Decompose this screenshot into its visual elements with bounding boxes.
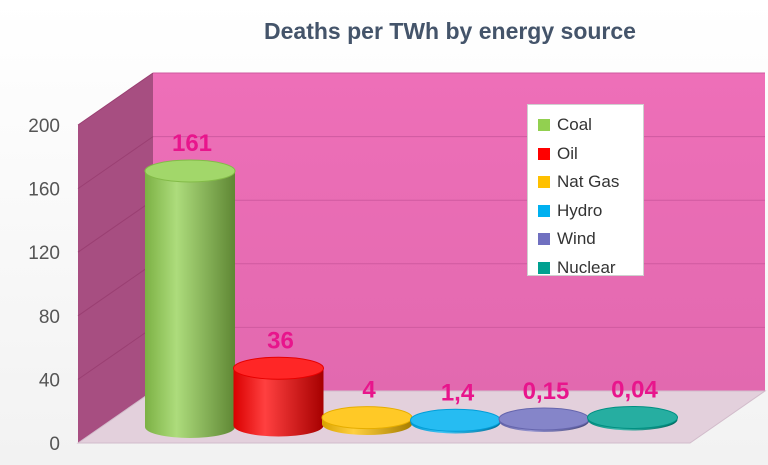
bar-top-wind: [498, 407, 590, 431]
legend-swatch: [538, 204, 550, 217]
y-tick-label: 120: [28, 243, 60, 264]
legend-item: Oil: [538, 140, 643, 169]
bar-oil: [233, 368, 324, 437]
legend-swatch: [538, 261, 550, 274]
gridline-side: [77, 199, 154, 253]
legend-swatch: [538, 233, 550, 246]
bar-top-oil: [233, 356, 324, 380]
y-tick-label: 40: [39, 370, 60, 391]
data-label: 1,4: [441, 379, 475, 406]
y-tick-label: 200: [28, 116, 60, 137]
legend-swatch: [538, 119, 550, 132]
gridline-side: [77, 72, 154, 126]
bar-coal: [145, 171, 235, 438]
data-label: 4: [362, 377, 376, 404]
y-tick-label: 0: [49, 434, 60, 455]
bar-nat-gas: [322, 417, 412, 435]
data-label: 36: [267, 327, 294, 354]
legend-label: Hydro: [557, 200, 603, 220]
gridline-side: [77, 136, 154, 190]
data-label: 0,04: [611, 377, 658, 404]
bar-top-nat-gas: [321, 406, 413, 430]
legend-item: Hydro: [538, 197, 643, 226]
legend-item: Coal: [538, 111, 643, 140]
chart-back-wall: [153, 73, 765, 391]
bar-top-hydro: [410, 408, 501, 432]
data-label: 161: [172, 130, 212, 157]
legend-label: Nuclear: [557, 257, 616, 277]
y-tick-label: 80: [39, 307, 60, 328]
legend-swatch: [538, 147, 550, 160]
chart-side-wall: [78, 73, 153, 443]
chart-legend: Coal Oil Nat Gas Hydro Wind Nuclear: [527, 104, 644, 277]
legend-label: Wind: [557, 229, 596, 249]
gridline-side: [77, 263, 154, 317]
bar-top-nuclear: [587, 406, 678, 429]
chart-title: Deaths per TWh by energy source: [264, 18, 636, 44]
legend-label: Coal: [557, 115, 592, 135]
legend-item: Wind: [538, 225, 643, 254]
y-tick-label: 160: [28, 180, 60, 201]
legend-label: Nat Gas: [557, 172, 620, 192]
legend-item: Nuclear: [538, 254, 643, 283]
bar-top-coal: [144, 159, 236, 183]
legend-label: Oil: [557, 143, 578, 163]
legend-swatch: [538, 176, 550, 189]
legend-item: Nat Gas: [538, 168, 643, 197]
data-label: 0,15: [523, 378, 570, 405]
gridline-side: [77, 326, 154, 380]
